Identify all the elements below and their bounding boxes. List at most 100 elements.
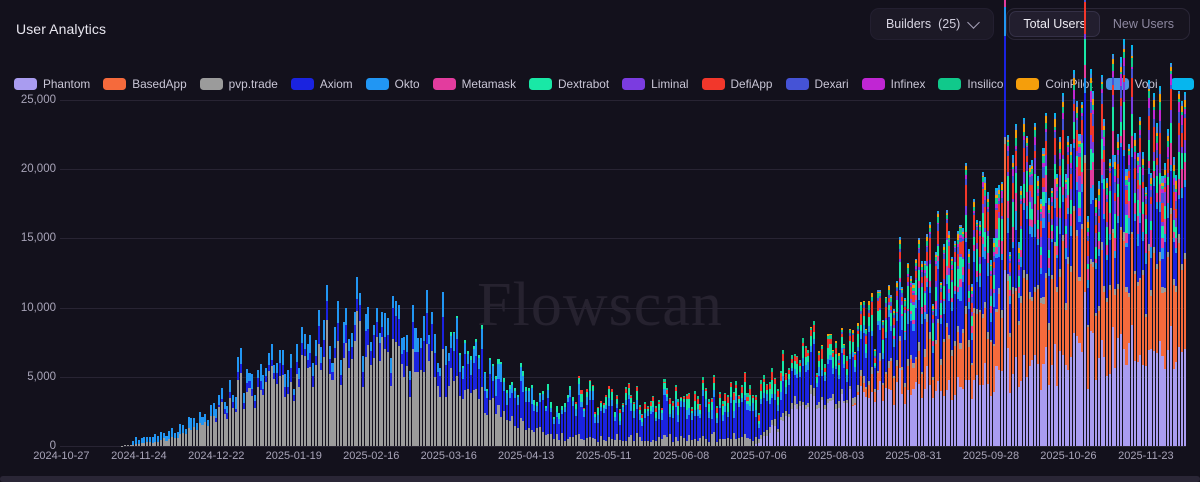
bar-column[interactable] — [1042, 147, 1045, 446]
bar-column[interactable] — [707, 399, 710, 446]
bar-column[interactable] — [699, 403, 702, 446]
bar-column[interactable] — [497, 359, 500, 446]
bar-column[interactable] — [314, 339, 317, 446]
bar-column[interactable] — [613, 411, 616, 446]
bar-column[interactable] — [467, 350, 470, 446]
bar-column[interactable] — [1061, 93, 1064, 446]
bar-column[interactable] — [826, 334, 829, 446]
bar-column[interactable] — [278, 350, 281, 446]
bar-column[interactable] — [431, 311, 434, 446]
bar-column[interactable] — [1045, 113, 1048, 446]
bar-column[interactable] — [984, 176, 987, 446]
bar-column[interactable] — [1136, 152, 1139, 446]
bar-column[interactable] — [1053, 112, 1056, 446]
bar-column[interactable] — [1125, 169, 1128, 446]
bar-column[interactable] — [334, 327, 337, 446]
bar-column[interactable] — [583, 408, 586, 446]
bar-column[interactable] — [386, 317, 389, 446]
bar-column[interactable] — [190, 418, 193, 446]
bar-column[interactable] — [918, 238, 921, 446]
bar-column[interactable] — [1180, 100, 1183, 446]
bar-column[interactable] — [154, 433, 157, 446]
bar-column[interactable] — [566, 394, 569, 446]
bar-column[interactable] — [561, 406, 564, 446]
bar-column[interactable] — [574, 402, 577, 446]
bar-column[interactable] — [821, 344, 824, 446]
bar-column[interactable] — [527, 388, 530, 446]
bar-column[interactable] — [179, 423, 182, 446]
bar-column[interactable] — [729, 381, 732, 446]
horizontal-scrollbar[interactable] — [0, 476, 1200, 482]
bar-column[interactable] — [807, 349, 810, 446]
bar-column[interactable] — [140, 437, 143, 446]
bar-column[interactable] — [276, 363, 279, 446]
bar-column[interactable] — [586, 388, 589, 446]
bar-column[interactable] — [884, 296, 887, 446]
bar-column[interactable] — [641, 414, 644, 446]
bar-column[interactable] — [851, 329, 854, 446]
bar-column[interactable] — [1092, 90, 1095, 446]
bar-column[interactable] — [796, 356, 799, 446]
bar-column[interactable] — [638, 405, 641, 446]
bar-column[interactable] — [157, 436, 160, 446]
bar-column[interactable] — [176, 431, 179, 446]
bar-column[interactable] — [823, 364, 826, 446]
bar-column[interactable] — [1089, 68, 1092, 446]
bar-column[interactable] — [1183, 92, 1186, 446]
bar-column[interactable] — [621, 403, 625, 446]
bar-column[interactable] — [1075, 100, 1078, 446]
bar-column[interactable] — [455, 316, 459, 446]
bar-column[interactable] — [644, 402, 647, 446]
bar-column[interactable] — [137, 440, 140, 446]
bar-column[interactable] — [572, 396, 575, 446]
bar-column[interactable] — [1031, 160, 1034, 446]
bar-column[interactable] — [998, 185, 1001, 446]
bar-column[interactable] — [204, 414, 207, 446]
bar-column[interactable] — [909, 275, 912, 446]
bar-column[interactable] — [563, 402, 566, 446]
legend-item-okto[interactable]: Okto — [365, 77, 420, 91]
bar-column[interactable] — [934, 251, 937, 446]
bar-column[interactable] — [953, 241, 956, 446]
bar-column[interactable] — [223, 401, 226, 446]
bar-column[interactable] — [810, 326, 813, 446]
bar-column[interactable] — [931, 304, 934, 446]
legend-item-pvp-trade[interactable]: pvp.trade — [199, 77, 278, 91]
legend-item-liminal[interactable]: Liminal — [622, 77, 689, 91]
bar-column[interactable] — [483, 371, 486, 446]
bar-column[interactable] — [392, 296, 395, 446]
legend-item-apexl[interactable]: ApexL — [1170, 77, 1194, 91]
bar-column[interactable] — [245, 369, 248, 446]
bar-column[interactable] — [123, 445, 127, 446]
bar-column[interactable] — [312, 363, 315, 446]
bar-column[interactable] — [289, 354, 293, 446]
bar-column[interactable] — [959, 224, 962, 446]
bar-column[interactable] — [677, 399, 680, 446]
bar-column[interactable] — [229, 379, 232, 446]
bar-column[interactable] — [417, 338, 420, 446]
bar-column[interactable] — [1111, 54, 1114, 446]
bar-column[interactable] — [657, 400, 660, 446]
bar-column[interactable] — [1161, 176, 1164, 446]
bar-column[interactable] — [309, 334, 312, 446]
bar-column[interactable] — [420, 338, 423, 446]
bar-column[interactable] — [1178, 90, 1181, 446]
bar-column[interactable] — [151, 436, 154, 446]
bar-column[interactable] — [898, 237, 901, 446]
bar-column[interactable] — [1014, 123, 1017, 446]
bar-column[interactable] — [848, 328, 851, 446]
bar-column[interactable] — [317, 310, 320, 446]
bar-column[interactable] — [464, 340, 467, 446]
bar-column[interactable] — [630, 394, 633, 446]
bar-column[interactable] — [1050, 187, 1053, 446]
legend-item-phantom[interactable]: Phantom — [14, 77, 90, 91]
bar-column[interactable] — [635, 386, 638, 446]
bar-column[interactable] — [716, 405, 719, 446]
bar-column[interactable] — [270, 344, 273, 446]
bar-column[interactable] — [503, 377, 506, 446]
bar-column[interactable] — [594, 412, 597, 446]
bar-column[interactable] — [339, 360, 342, 446]
bar-column[interactable] — [403, 336, 406, 446]
bar-column[interactable] — [129, 444, 132, 446]
bar-column[interactable] — [685, 394, 688, 446]
